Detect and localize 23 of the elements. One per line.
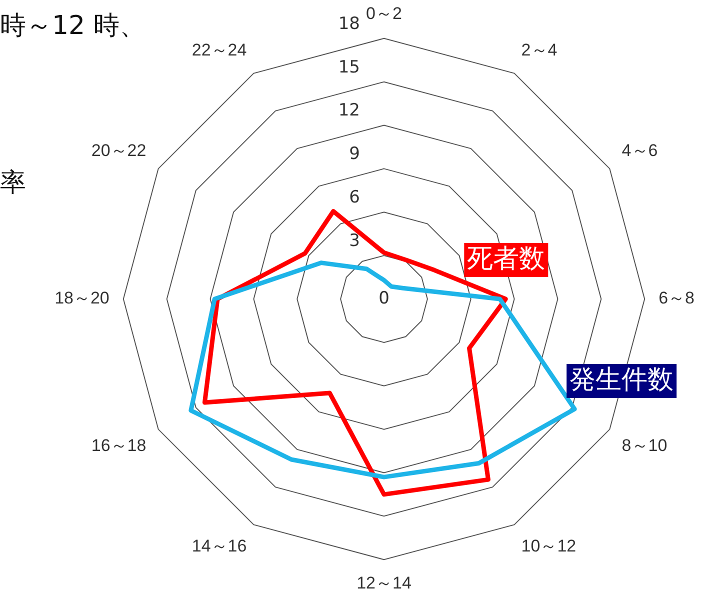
spoke-label: 18～20 xyxy=(54,288,110,308)
spoke-label: 8～10 xyxy=(622,436,668,456)
spoke-label: 14～16 xyxy=(192,536,247,556)
y-tick-label: 18 xyxy=(338,14,360,34)
spoke-label: 16～18 xyxy=(91,436,146,456)
spoke-label: 0～2 xyxy=(366,4,402,23)
spoke-label: 12～14 xyxy=(356,573,412,592)
spoke-label: 10～12 xyxy=(521,536,576,556)
y-tick-label: 0 xyxy=(378,288,390,308)
spoke-label: 6～8 xyxy=(658,288,695,308)
y-tick-label: 15 xyxy=(338,57,360,78)
spoke-label: 20～22 xyxy=(91,141,146,160)
y-tick-label: 12 xyxy=(338,100,360,121)
series-label: 死者数 xyxy=(467,244,546,274)
spoke-label: 2～4 xyxy=(521,40,558,60)
y-tick-label: 3 xyxy=(349,230,360,251)
y-tick-label: 9 xyxy=(349,144,360,164)
text: 率 xyxy=(0,167,26,200)
series-label: 発生件数 xyxy=(570,364,674,395)
spoke-label: 22～24 xyxy=(192,40,247,60)
y-tick-label: 6 xyxy=(349,188,360,208)
spoke-label: 4～6 xyxy=(622,141,658,160)
text: 時～12 時、 xyxy=(0,10,146,43)
